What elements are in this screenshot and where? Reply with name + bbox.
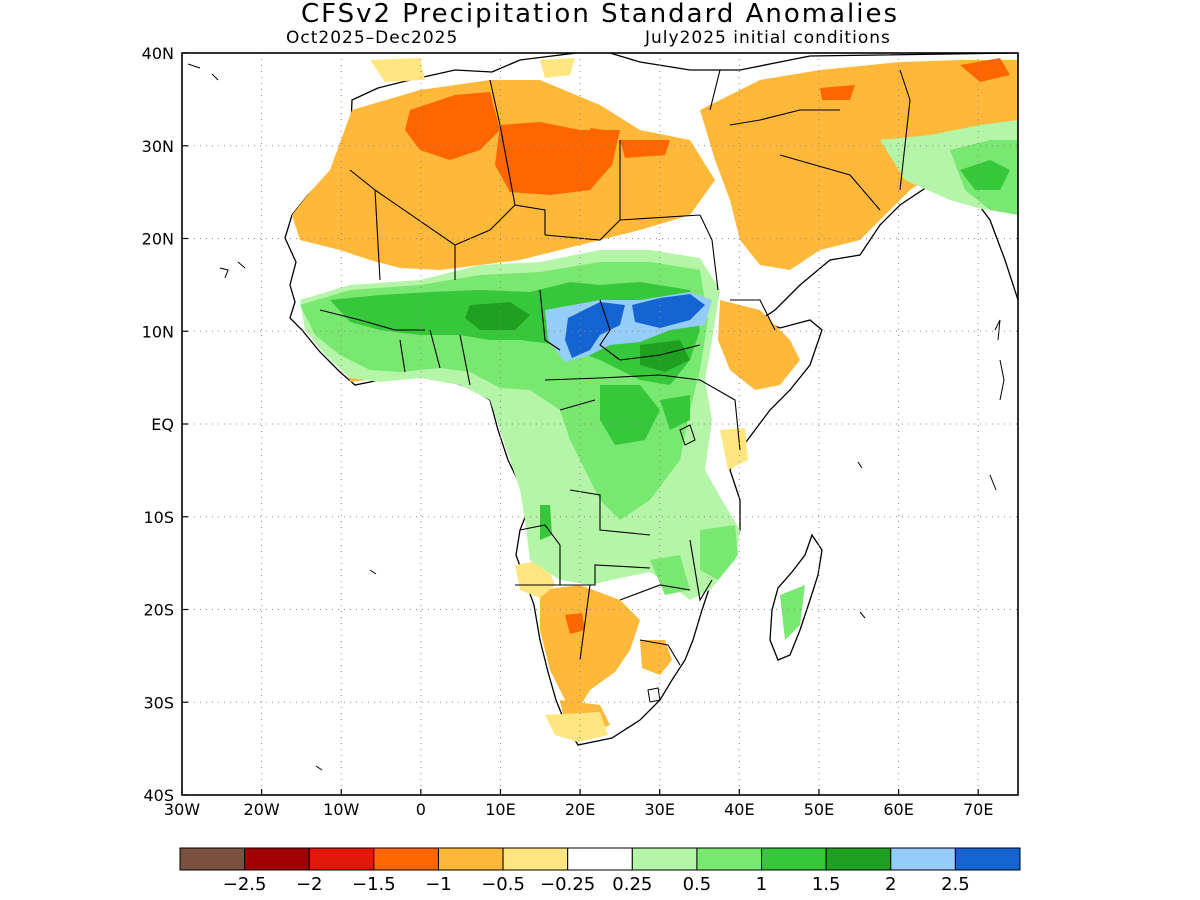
wet-anomaly-blue-dark	[565, 294, 705, 358]
colorbar-swatch	[502, 847, 569, 871]
initial-conditions: July2025 initial conditions	[645, 28, 891, 48]
lon-label: 50E	[804, 800, 834, 819]
lat-label: 30N	[142, 137, 174, 156]
lat-label: 40S	[143, 786, 174, 805]
lon-label: 20W	[244, 800, 280, 819]
colorbar-swatch	[696, 847, 763, 871]
map-title: CFSv2 Precipitation Standard Anomalies	[300, 0, 900, 29]
islands	[187, 63, 1005, 771]
colorbar-swatch	[567, 847, 633, 871]
forecast-period: Oct2025–Dec2025	[286, 28, 459, 48]
colorbar-swatch	[308, 847, 375, 871]
colorbar-label: 2	[885, 874, 896, 895]
lat-label: 30S	[143, 693, 174, 712]
colorbar-label: 1	[756, 874, 767, 895]
country-borders	[319, 69, 911, 666]
lon-label: 20E	[565, 800, 595, 819]
colorbar-swatch	[437, 847, 504, 871]
colorbar-swatch	[179, 847, 246, 871]
colorbar-label: −0.25	[540, 874, 595, 895]
colorbar-label: 0.5	[683, 874, 712, 895]
colorbar-label: −1	[425, 874, 452, 895]
lat-label: 20S	[143, 601, 174, 620]
colorbar-label: −1.5	[352, 874, 396, 895]
colorbar-label: −0.5	[481, 874, 525, 895]
latitude-axis: 40N 30N 20N 10N EQ 10S 20S 30S 40S	[142, 44, 188, 805]
map-plot-area	[182, 53, 1018, 795]
colorbar-swatch	[954, 847, 1021, 871]
lon-label: 70E	[963, 800, 993, 819]
lon-label: 0	[416, 800, 426, 819]
lat-label: 10S	[143, 508, 174, 527]
colorbar-swatch	[890, 847, 956, 871]
colorbar-label: 0.25	[612, 874, 652, 895]
colorbar-label: −2	[296, 874, 323, 895]
colorbar-label: −2.5	[223, 874, 267, 895]
lat-label: 20N	[142, 230, 174, 249]
lon-label: 40E	[724, 800, 754, 819]
colorbar-swatch	[631, 847, 698, 871]
colorbar-label: 2.5	[941, 874, 970, 895]
gridlines	[182, 53, 1018, 795]
lon-label: 30E	[644, 800, 674, 819]
colorbar-swatch	[373, 847, 439, 871]
lon-label: 60E	[883, 800, 913, 819]
lat-label: 10N	[142, 322, 174, 341]
colorbar-label: 1.5	[812, 874, 841, 895]
lon-label: 30W	[164, 800, 200, 819]
lat-label: 40N	[142, 44, 174, 63]
lat-label: EQ	[151, 415, 174, 434]
longitude-axis: 30W 20W 10W 0 10E 20E 30E 40E 50E 60E 70E	[164, 789, 993, 819]
colorbar-swatch	[825, 847, 892, 871]
colorbar-swatch	[761, 847, 827, 871]
colorbar: −2.5 −2 −1.5 −1 −0.5 −0.25 0.25 0.5 1 1.5 2 2.5	[179, 847, 1021, 895]
lon-label: 10W	[323, 800, 359, 819]
lon-label: 10E	[485, 800, 515, 819]
colorbar-swatch	[244, 847, 310, 871]
